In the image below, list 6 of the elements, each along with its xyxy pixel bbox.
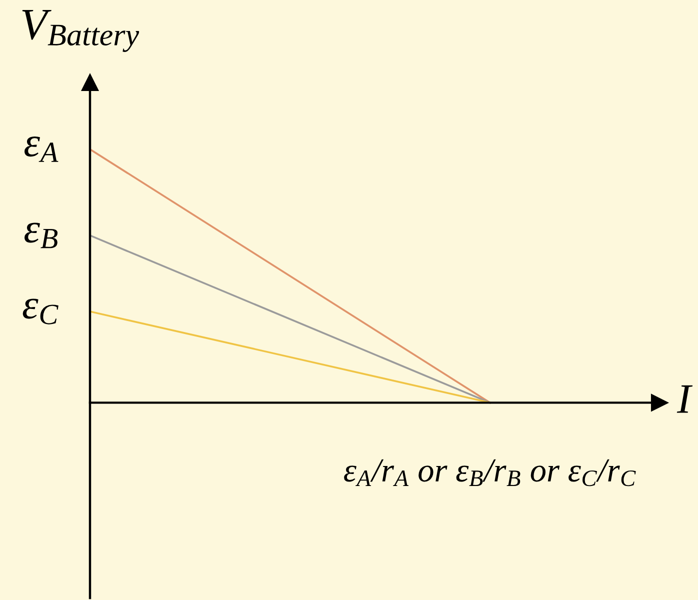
category-label: ε$_{A}$/r$_{A}$ or ε$_{B}$/r$_{B}$ or ε$_{C}$/r$_{C}$	[344, 459, 636, 486]
series-label: ε$_{C}$	[22, 298, 58, 324]
series-label: ε$_{B}$	[24, 222, 58, 248]
y-axis-title: V$_{Battery}$	[22, 10, 140, 52]
series-label: ε$_{A}$	[24, 136, 58, 162]
x-axis-title: I	[676, 385, 693, 413]
